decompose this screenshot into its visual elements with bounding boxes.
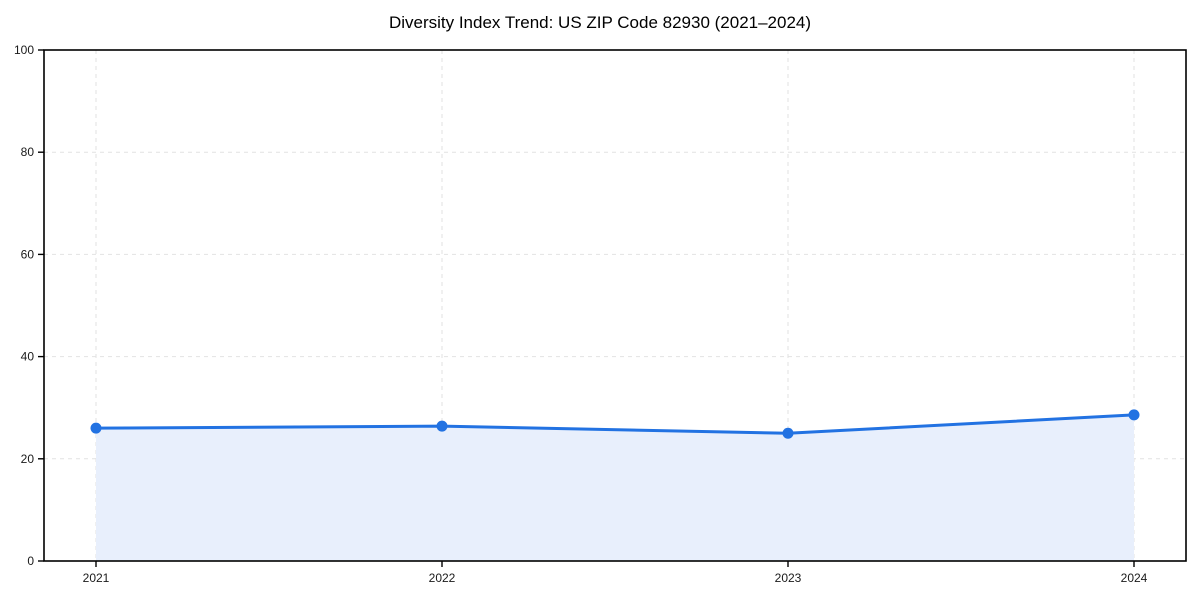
x-tick-label: 2023 (775, 571, 802, 585)
y-tick-label: 80 (21, 145, 35, 159)
area-fill (96, 414, 1134, 561)
data-point (436, 420, 448, 432)
y-tick-label: 60 (21, 247, 35, 261)
data-point (782, 427, 794, 439)
x-tick-label: 2024 (1121, 571, 1148, 585)
plot-border (43, 49, 1187, 562)
x-tick-label: 2021 (83, 571, 110, 585)
trend-line (94, 413, 1136, 435)
x-tick-label: 2022 (429, 571, 456, 585)
chart-title: Diversity Index Trend: US ZIP Code 82930… (388, 13, 812, 32)
y-tick-label: 40 (21, 350, 35, 364)
data-point (90, 422, 102, 434)
y-tick-label: 0 (27, 554, 34, 568)
y-tick-label: 20 (21, 452, 35, 466)
y-tick-label: 100 (14, 43, 34, 57)
data-point (1128, 409, 1140, 421)
